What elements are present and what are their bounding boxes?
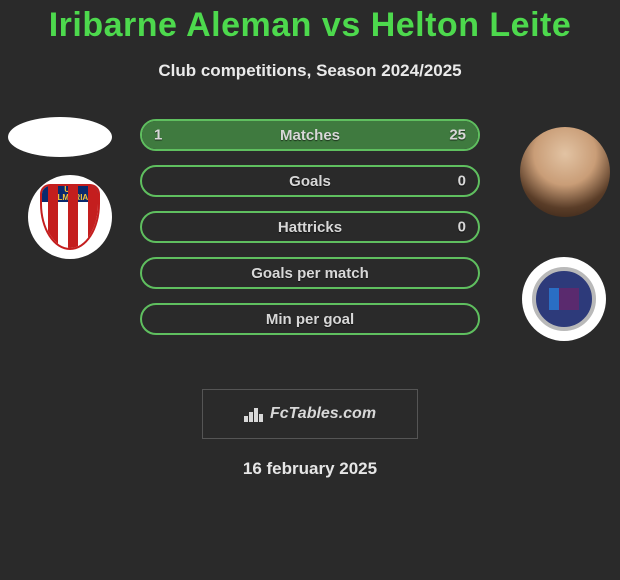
stat-row: Min per goal xyxy=(140,303,480,335)
branding-text: FcTables.com xyxy=(270,405,376,423)
stat-value-right: 0 xyxy=(458,173,466,190)
branding-box: FcTables.com xyxy=(202,389,418,439)
stat-label: Matches xyxy=(280,127,340,144)
player1-avatar xyxy=(8,117,112,157)
date-text: 16 february 2025 xyxy=(0,459,620,479)
subtitle: Club competitions, Season 2024/2025 xyxy=(0,61,620,81)
stat-label: Goals xyxy=(289,173,331,190)
title-player2: Helton Leite xyxy=(371,6,572,44)
stat-label: Hattricks xyxy=(278,219,342,236)
stat-bars: 1 25 Matches 0 Goals 0 Hattricks Goals per matc… xyxy=(140,119,480,349)
stat-value-right: 25 xyxy=(449,127,466,144)
stat-row: 1 25 Matches xyxy=(140,119,480,151)
title-vs: vs xyxy=(322,6,361,44)
almeria-crest-icon: UDALMERIA xyxy=(40,184,100,250)
bar-fill-left xyxy=(142,121,155,149)
title-player1: Iribarne Aleman xyxy=(49,6,312,44)
stat-label: Goals per match xyxy=(251,265,369,282)
player2-club-crest xyxy=(522,257,606,341)
stat-row: Goals per match xyxy=(140,257,480,289)
infographic-root: Iribarne Aleman vs Helton Leite Club com… xyxy=(0,0,620,580)
bar-chart-icon xyxy=(244,406,264,422)
stat-value-left: 1 xyxy=(154,127,162,144)
face-icon xyxy=(520,127,610,217)
stat-row: 0 Goals xyxy=(140,165,480,197)
player2-avatar xyxy=(520,127,610,217)
player1-club-crest: UDALMERIA xyxy=(28,175,112,259)
deportivo-crest-icon xyxy=(532,267,596,331)
stat-row: 0 Hattricks xyxy=(140,211,480,243)
stat-value-right: 0 xyxy=(458,219,466,236)
stat-label: Min per goal xyxy=(266,311,354,328)
title: Iribarne Aleman vs Helton Leite xyxy=(0,6,620,45)
comparison-panel: UDALMERIA 1 25 Matches 0 Goals 0 Hattricks Goal… xyxy=(0,119,620,379)
